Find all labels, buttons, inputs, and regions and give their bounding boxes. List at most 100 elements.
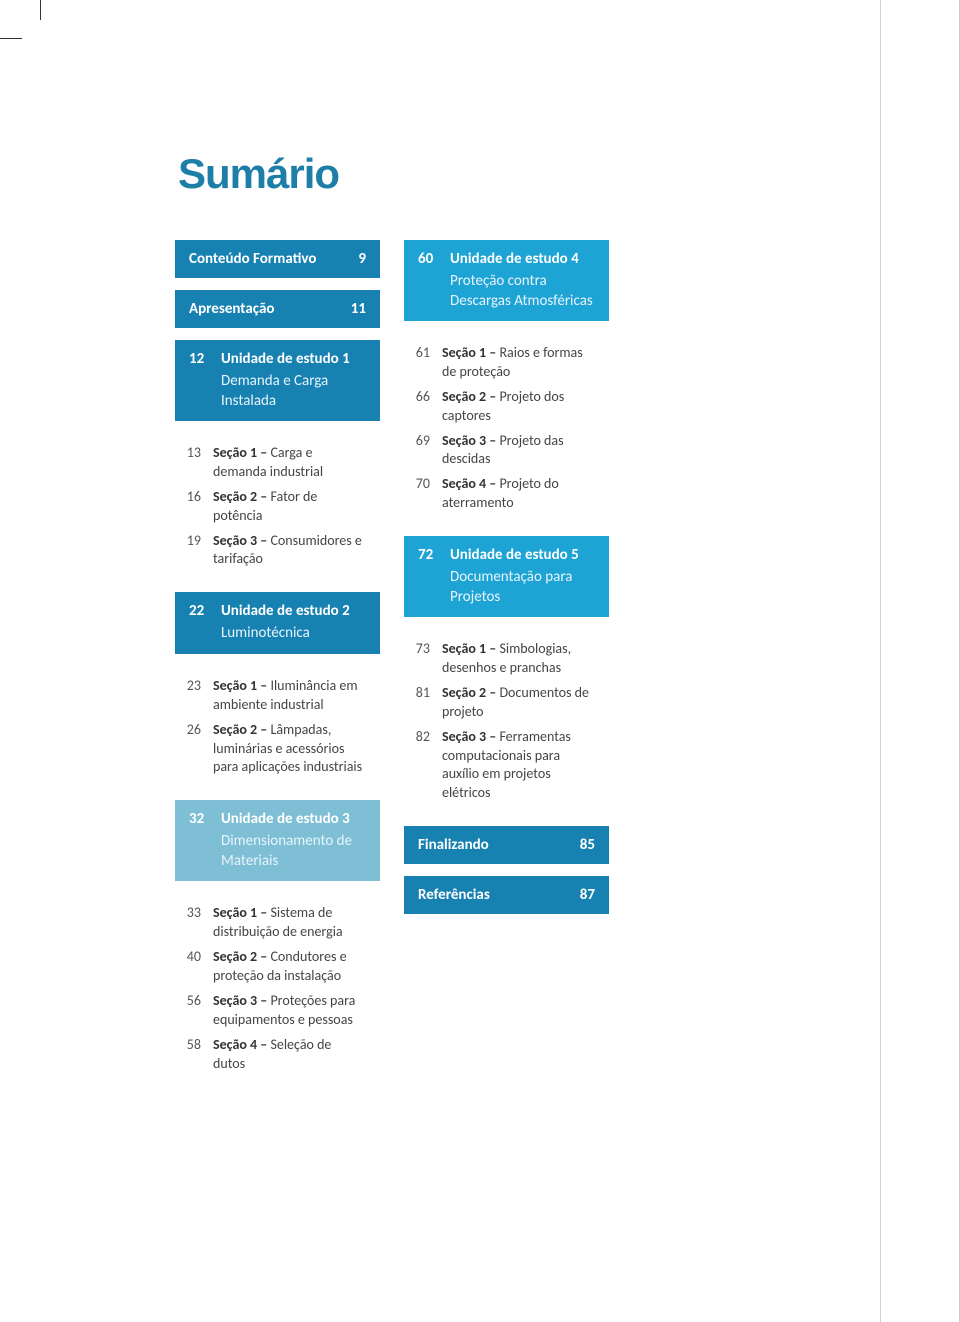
toc-section-text: Seção 3 – Projeto das descidas [442, 432, 595, 470]
toc-page-number: 26 [181, 721, 201, 778]
toc-sections: 23 Seção 1 – Iluminância em ambiente indu… [175, 666, 380, 800]
toc-section-row: 61 Seção 1 – Raios e formas de proteção [404, 341, 609, 385]
toc-page-number: 70 [410, 475, 430, 513]
toc-simple-box: Apresentação 11 [175, 290, 380, 328]
toc-page-number: 19 [181, 532, 201, 570]
toc-section-text: Seção 1 – Simbologias, desenhos e pranch… [442, 640, 595, 678]
toc-section-row: 13 Seção 1 – Carga e demanda industrial [175, 441, 380, 485]
toc-sections: 33 Seção 1 – Sistema de distribuição de e… [175, 893, 380, 1096]
toc-section-text: Seção 2 – Fator de potência [213, 488, 366, 526]
toc-section-text: Seção 4 – Seleção de dutos [213, 1036, 366, 1074]
toc-page-number: 69 [410, 432, 430, 470]
toc-section-bold: Seção 3 – [442, 728, 496, 745]
crop-mark [0, 38, 22, 39]
toc-section-bold: Seção 1 – [213, 444, 267, 461]
toc-page-number: 16 [181, 488, 201, 526]
toc-page-number: 73 [410, 640, 430, 678]
toc-section-bold: Seção 1 – [442, 640, 496, 657]
toc-section-bold: Seção 3 – [213, 532, 267, 549]
toc-section-row: 81Seção 2 – Documentos de projeto [404, 681, 609, 725]
toc-unit-subtitle: Proteção contra Descargas Atmosféricas [450, 272, 595, 311]
toc-unit-title: Unidade de estudo 4 [450, 250, 595, 268]
bleed-line [880, 0, 881, 1322]
left-column: Conteúdo Formativo 9 Apresentação 11 12 Unida… [175, 240, 380, 1096]
toc-section-row: 16 Seção 2 – Fator de potência [175, 485, 380, 529]
toc-section-row: 82Seção 3 – Ferramentas computacionais p… [404, 725, 609, 807]
toc-section-bold: Seção 2 – [442, 684, 496, 701]
toc-section-text: Seção 2 – Lâmpadas, luminárias e acessór… [213, 721, 366, 778]
toc-section-text: Seção 1 – Iluminância em ambiente indust… [213, 677, 366, 715]
toc-section-text: Seção 3 – Ferramentas computacionais par… [442, 728, 595, 804]
toc-unit-box: 60 Unidade de estudo 4 Proteção contra Des… [404, 240, 609, 321]
toc-section-row: 19 Seção 3 – Consumidores e tarifação [175, 529, 380, 573]
toc-section-bold: Seção 1 – [213, 904, 267, 921]
toc-page-number: 22 [189, 602, 209, 620]
toc-section-bold: Seção 2 – [213, 488, 267, 505]
toc-unit-body: Unidade de estudo 5Documentação para Pro… [450, 546, 595, 607]
toc-unit-title: Unidade de estudo 2 [221, 602, 366, 620]
toc-section-bold: Seção 1 – [442, 344, 496, 361]
toc-section-text: Seção 3 – Consumidores e tarifação [213, 532, 366, 570]
toc-section-row: 40Seção 2 – Condutores e proteção da ins… [175, 945, 380, 989]
toc-unit-body: Unidade de estudo 2 Luminotécnica [221, 602, 366, 644]
toc-section-text: Seção 2 – Documentos de projeto [442, 684, 595, 722]
toc-unit-box: 12 Unidade de estudo 1 Demanda e Carga Ins… [175, 340, 380, 421]
toc-section-row: 66 Seção 2 – Projeto dos captores [404, 385, 609, 429]
toc-sections: 61Seção 1 – Raios e formas de proteção66… [404, 333, 609, 536]
toc-unit-title: Unidade de estudo 1 [221, 350, 366, 368]
toc-unit-body: Unidade de estudo 4 Proteção contra Desca… [450, 250, 595, 311]
toc-section-bold: Seção 2 – [213, 721, 267, 738]
toc-columns: Conteúdo Formativo 9 Apresentação 11 12 Unida… [175, 240, 609, 1096]
toc-simple-box: Referências 87 [404, 876, 609, 914]
right-column: 60 Unidade de estudo 4 Proteção contra Des… [404, 240, 609, 1096]
crop-mark [40, 0, 41, 20]
toc-label: Referências [418, 886, 490, 904]
toc-page-number: 12 [189, 350, 209, 368]
toc-section-row: 73 Seção 1 – Simbologias, desenhos e pran… [404, 637, 609, 681]
toc-page-number: 13 [181, 444, 201, 482]
toc-section-row: 69 Seção 3 – Projeto das descidas [404, 429, 609, 473]
toc-section-bold: Seção 1 – [213, 677, 267, 694]
toc-section-row: 23 Seção 1 – Iluminância em ambiente indu… [175, 674, 380, 718]
toc-section-text: Seção 1 – Carga e demanda industrial [213, 444, 366, 482]
page-title: Sumário [178, 150, 339, 198]
toc-unit-box: 72 Unidade de estudo 5Documentação para P… [404, 536, 609, 617]
toc-page-number: 23 [181, 677, 201, 715]
toc-page-number: 33 [181, 904, 201, 942]
toc-section-text: Seção 1 – Sistema de distribuição de ene… [213, 904, 366, 942]
toc-section-row: 26Seção 2 – Lâmpadas, luminárias e acess… [175, 718, 380, 781]
toc-unit-body: Unidade de estudo 1 Demanda e Carga Insta… [221, 350, 366, 411]
toc-label: Conteúdo Formativo [189, 250, 316, 268]
toc-label: Apresentação [189, 300, 274, 318]
toc-section-text: Seção 2 – Projeto dos captores [442, 388, 595, 426]
toc-page-number: 9 [358, 250, 366, 268]
toc-unit-box: 32 Unidade de estudo 3Dimensionamento de … [175, 800, 380, 881]
page: Sumário Conteúdo Formativo 9 Apresentação 1… [0, 0, 960, 1322]
toc-unit-subtitle: Documentação para Projetos [450, 568, 595, 607]
toc-section-bold: Seção 4 – [442, 475, 496, 492]
toc-section-text: Seção 4 – Projeto do aterramento [442, 475, 595, 513]
toc-page-number: 11 [351, 300, 366, 318]
toc-page-number: 85 [580, 836, 595, 854]
toc-label: Finalizando [418, 836, 489, 854]
toc-section-bold: Seção 2 – [213, 948, 267, 965]
toc-unit-subtitle: Demanda e Carga Instalada [221, 372, 366, 411]
toc-page-number: 60 [418, 250, 438, 268]
toc-page-number: 87 [580, 886, 595, 904]
toc-section-text: Seção 1 – Raios e formas de proteção [442, 344, 595, 382]
toc-section-bold: Seção 3 – [442, 432, 496, 449]
toc-sections: 13Seção 1 – Carga e demanda industrial16… [175, 433, 380, 592]
toc-section-bold: Seção 2 – [442, 388, 496, 405]
toc-page-number: 32 [189, 810, 209, 828]
toc-section-row: 56Seção 3 – Proteções para equipamentos … [175, 989, 380, 1033]
toc-unit-body: Unidade de estudo 3Dimensionamento de Ma… [221, 810, 366, 871]
toc-unit-subtitle: Luminotécnica [221, 624, 366, 644]
toc-page-number: 72 [418, 546, 438, 564]
toc-page-number: 61 [410, 344, 430, 382]
toc-page-number: 56 [181, 992, 201, 1030]
toc-section-bold: Seção 4 – [213, 1036, 267, 1053]
toc-simple-box: Conteúdo Formativo 9 [175, 240, 380, 278]
toc-page-number: 66 [410, 388, 430, 426]
toc-unit-box: 22 Unidade de estudo 2 Luminotécnica [175, 592, 380, 654]
toc-sections: 73 Seção 1 – Simbologias, desenhos e pran… [404, 629, 609, 826]
